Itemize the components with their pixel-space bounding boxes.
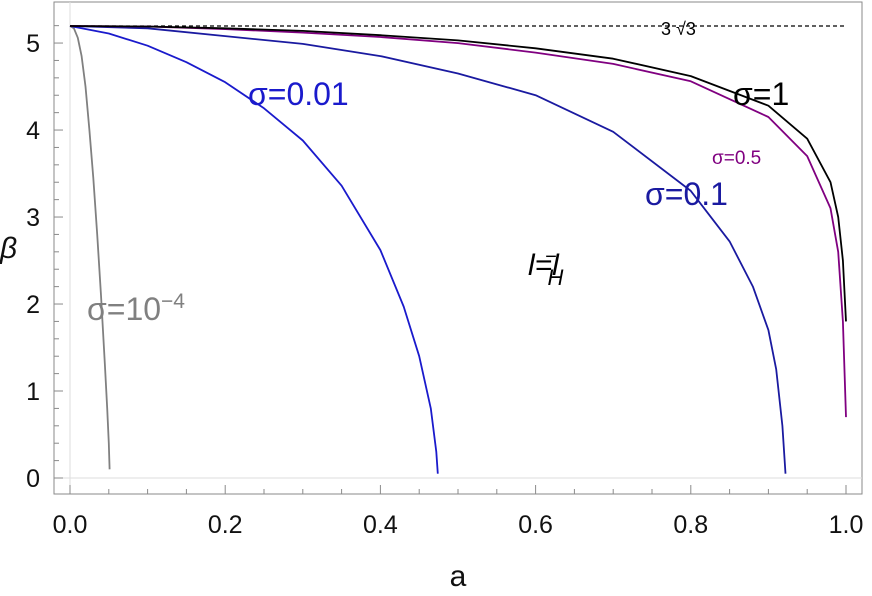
- series-label-sigma-0.5: σ=0.5: [712, 148, 761, 169]
- x-tick-label: 0.0: [53, 511, 88, 539]
- series-line-1: [69, 25, 439, 474]
- y-tick-label: 2: [26, 291, 40, 319]
- x-axis-ticks: 0.0 0.2 0.4 0.6 0.8 1.0: [53, 485, 864, 539]
- series-line-3: [69, 25, 847, 418]
- series-line-2: [69, 25, 787, 474]
- x-tick-label: 0.8: [673, 511, 708, 539]
- x-tick-label: 0.2: [208, 511, 243, 539]
- y-tick-label: 0: [26, 465, 40, 493]
- y-tick-label: 3: [26, 204, 40, 232]
- x-tick-label: 0.6: [518, 511, 553, 539]
- series-line-4: [69, 25, 847, 322]
- y-tick-label: 4: [26, 117, 40, 145]
- x-tick-label: 0.4: [363, 511, 398, 539]
- center-annotation: l=l− H: [528, 246, 564, 290]
- y-axis-title: β: [0, 232, 17, 265]
- x-tick-label: 1.0: [829, 511, 864, 539]
- y-tick-label: 5: [26, 30, 40, 58]
- reference-line-label: 3 √3: [661, 19, 696, 39]
- series-line-0: [69, 25, 111, 470]
- series-label-sigma-0.01: σ=0.01: [248, 76, 349, 112]
- series-lines: [69, 25, 847, 474]
- x-axis-title: a: [450, 560, 467, 593]
- series-label-sigma-1e-4: σ=10−4: [87, 290, 185, 327]
- y-tick-label: 1: [26, 378, 40, 406]
- series-label-sigma-1: σ=1: [733, 76, 789, 112]
- series-label-sigma-0.1: σ=0.1: [645, 176, 728, 212]
- y-axis-ticks: 0 1 2 3 4 5: [26, 25, 63, 493]
